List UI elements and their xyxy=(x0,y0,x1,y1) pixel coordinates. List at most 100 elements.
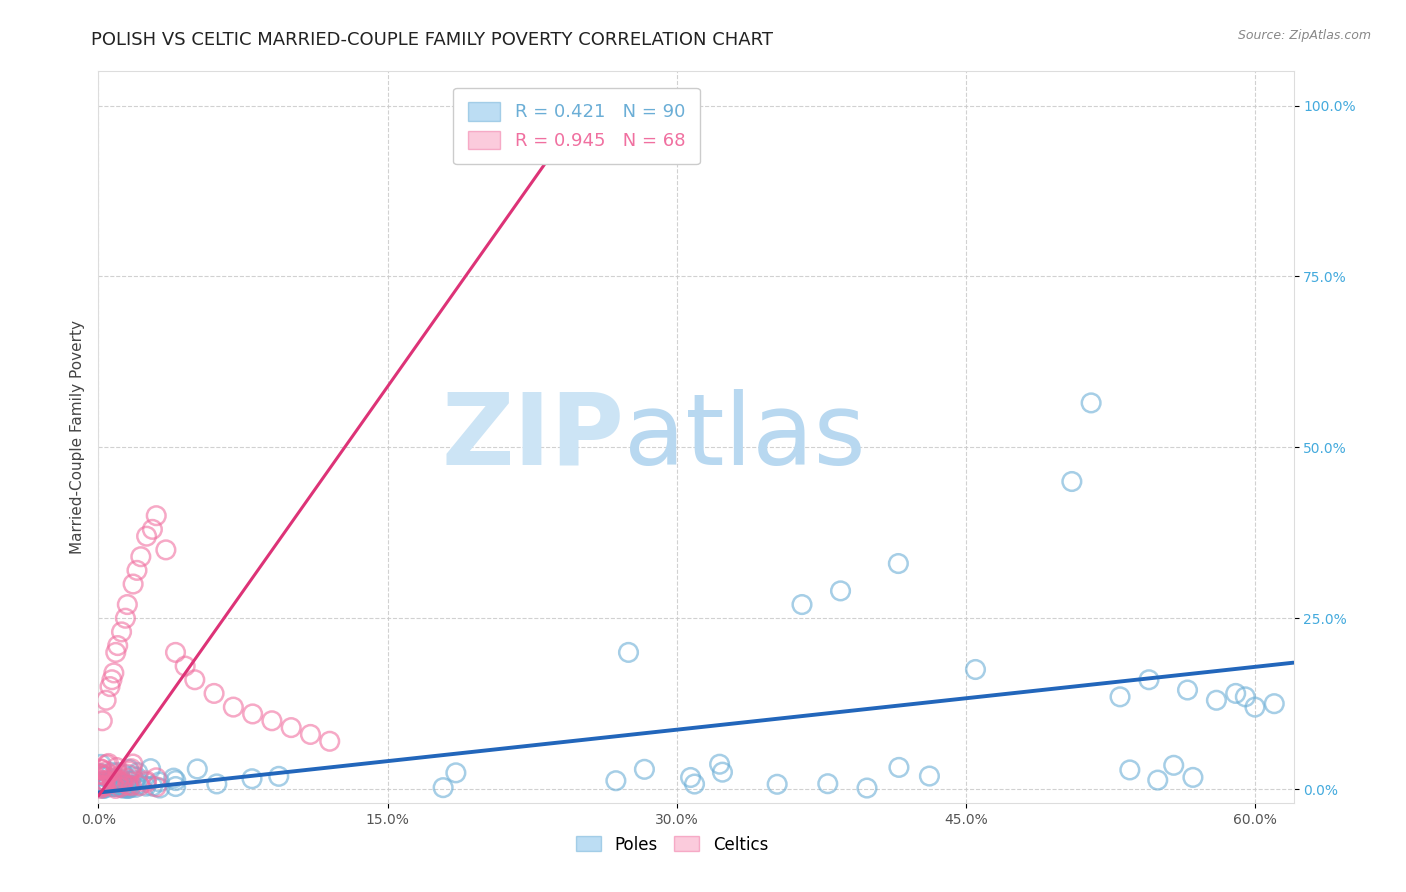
Celtics xyxy=(90,763,112,777)
Poles xyxy=(1109,690,1132,704)
Poles xyxy=(1263,697,1285,711)
Celtics xyxy=(89,767,111,781)
Celtics xyxy=(280,721,302,735)
Celtics xyxy=(115,771,138,785)
Poles xyxy=(1205,693,1227,707)
Poles xyxy=(90,757,112,772)
Poles xyxy=(108,776,131,790)
Celtics xyxy=(110,780,132,795)
Poles xyxy=(124,773,146,788)
Poles xyxy=(120,780,142,795)
Celtics xyxy=(101,673,124,687)
Poles xyxy=(633,762,655,776)
Celtics xyxy=(101,771,124,785)
Celtics xyxy=(89,778,111,792)
Celtics xyxy=(111,775,134,789)
Poles xyxy=(148,775,170,789)
Poles xyxy=(125,777,148,791)
Celtics xyxy=(117,598,139,612)
Poles xyxy=(120,774,142,789)
Poles xyxy=(101,765,124,780)
Celtics xyxy=(155,542,177,557)
Poles xyxy=(432,780,454,795)
Poles xyxy=(121,769,143,783)
Celtics xyxy=(89,781,111,796)
Celtics xyxy=(98,680,121,694)
Poles xyxy=(135,779,157,793)
Celtics xyxy=(89,778,111,792)
Celtics xyxy=(319,734,342,748)
Poles xyxy=(1244,700,1267,714)
Poles xyxy=(96,777,118,791)
Poles xyxy=(617,645,640,659)
Poles xyxy=(93,781,115,796)
Poles xyxy=(89,776,111,790)
Poles xyxy=(205,777,228,791)
Poles xyxy=(114,780,136,794)
Poles xyxy=(965,663,987,677)
Celtics xyxy=(135,775,157,789)
Celtics xyxy=(242,706,264,721)
Poles xyxy=(104,777,127,791)
Celtics xyxy=(105,760,128,774)
Poles xyxy=(766,777,789,791)
Poles xyxy=(149,780,172,795)
Celtics xyxy=(121,779,143,793)
Poles xyxy=(111,776,134,790)
Poles xyxy=(1119,763,1142,777)
Celtics xyxy=(117,767,139,781)
Poles xyxy=(711,765,734,780)
Celtics xyxy=(299,727,322,741)
Celtics xyxy=(94,693,117,707)
Poles xyxy=(918,769,941,783)
Celtics xyxy=(110,624,132,639)
Poles xyxy=(1225,686,1247,700)
Poles xyxy=(142,779,165,793)
Text: Source: ZipAtlas.com: Source: ZipAtlas.com xyxy=(1237,29,1371,42)
Celtics xyxy=(125,563,148,577)
Celtics xyxy=(122,757,145,772)
Poles xyxy=(267,769,290,783)
Poles xyxy=(125,770,148,784)
Poles xyxy=(101,772,124,786)
Poles xyxy=(103,780,125,794)
Poles xyxy=(1080,396,1102,410)
Poles xyxy=(96,778,118,792)
Celtics xyxy=(135,529,157,543)
Poles xyxy=(89,777,111,791)
Poles xyxy=(887,557,910,571)
Poles xyxy=(830,583,852,598)
Poles xyxy=(165,780,187,794)
Poles xyxy=(165,773,187,788)
Poles xyxy=(709,757,731,772)
Celtics xyxy=(89,779,111,793)
Poles xyxy=(108,779,131,793)
Poles xyxy=(1146,773,1168,788)
Poles xyxy=(91,774,114,789)
Celtics xyxy=(118,764,141,778)
Poles xyxy=(127,765,149,780)
Poles xyxy=(1060,475,1083,489)
Poles xyxy=(91,779,114,793)
Poles xyxy=(91,779,114,793)
Celtics xyxy=(145,780,167,794)
Celtics xyxy=(117,778,139,792)
Poles xyxy=(125,780,148,795)
Celtics xyxy=(91,773,114,788)
Poles xyxy=(115,781,138,796)
Poles xyxy=(117,780,139,795)
Celtics xyxy=(104,645,127,659)
Celtics xyxy=(91,714,114,728)
Celtics xyxy=(101,776,124,790)
Poles xyxy=(605,773,627,788)
Poles xyxy=(856,780,879,795)
Text: POLISH VS CELTIC MARRIED-COUPLE FAMILY POVERTY CORRELATION CHART: POLISH VS CELTIC MARRIED-COUPLE FAMILY P… xyxy=(91,31,773,49)
Poles xyxy=(117,777,139,791)
Text: ZIP: ZIP xyxy=(441,389,624,485)
Celtics xyxy=(90,762,112,776)
Poles xyxy=(111,781,134,796)
Poles xyxy=(790,598,813,612)
Celtics xyxy=(103,665,125,680)
Celtics xyxy=(89,767,111,781)
Poles xyxy=(817,777,839,791)
